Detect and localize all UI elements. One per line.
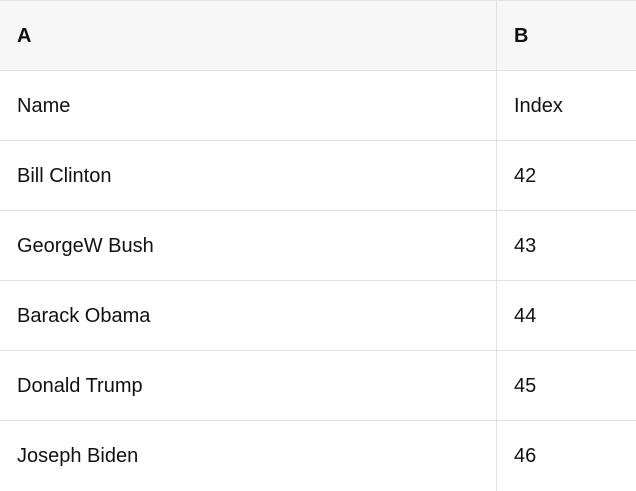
cell-text: Joseph Biden xyxy=(17,445,139,467)
cell-text: Donald Trump xyxy=(17,374,143,397)
table-row: GeorgeW Bush 43 xyxy=(0,211,636,281)
cell-b2[interactable]: 42 xyxy=(497,141,636,210)
column-header-a-label: A xyxy=(17,24,32,47)
cell-b6[interactable]: 46 xyxy=(497,421,636,491)
cell-text: GeorgeW Bush xyxy=(17,234,154,257)
cell-text: 43 xyxy=(514,234,537,257)
table-row: Joseph Biden 46 xyxy=(0,421,636,491)
cell-a6[interactable]: Joseph Biden xyxy=(0,421,497,491)
cell-a2[interactable]: Bill Clinton xyxy=(0,141,497,210)
cell-text: Index xyxy=(514,94,563,117)
cell-b3[interactable]: 43 xyxy=(497,211,636,280)
table-row: Bill Clinton 42 xyxy=(0,141,636,211)
table-row: Barack Obama 44 xyxy=(0,281,636,351)
column-header-b-label: B xyxy=(514,24,529,47)
cell-text: Barack Obama xyxy=(17,304,151,327)
cell-b4[interactable]: 44 xyxy=(497,281,636,350)
cell-text: 45 xyxy=(514,374,537,397)
cell-b5[interactable]: 45 xyxy=(497,351,636,420)
cell-text: 42 xyxy=(514,164,537,187)
cell-text: 46 xyxy=(514,445,537,467)
cell-a3[interactable]: GeorgeW Bush xyxy=(0,211,497,280)
cell-text: Bill Clinton xyxy=(17,164,112,187)
cell-a5[interactable]: Donald Trump xyxy=(0,351,497,420)
table-row: Name Index xyxy=(0,71,636,141)
cell-b1[interactable]: Index xyxy=(497,71,636,140)
cell-text: 44 xyxy=(514,304,537,327)
column-header-a[interactable]: A xyxy=(0,1,497,70)
cell-text: Name xyxy=(17,94,71,117)
table-row: Donald Trump 45 xyxy=(0,351,636,421)
column-header-b[interactable]: B xyxy=(497,1,636,70)
cell-a1[interactable]: Name xyxy=(0,71,497,140)
column-header-row: A B xyxy=(0,1,636,71)
cell-a4[interactable]: Barack Obama xyxy=(0,281,497,350)
